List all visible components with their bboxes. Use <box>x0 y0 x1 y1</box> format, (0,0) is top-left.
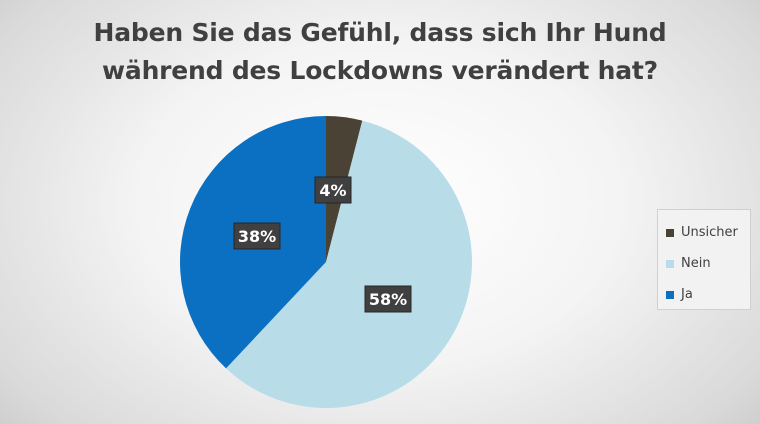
data-label-ja: 38% <box>233 222 281 250</box>
pie-data-labels: 4% 58% 38% <box>233 176 412 313</box>
data-label-box-ja <box>233 222 281 250</box>
data-label-unsicher: 4% <box>314 176 352 204</box>
pie-slice-nein <box>226 120 473 409</box>
pie-slices <box>180 116 473 409</box>
legend-entry-unsicher: Unsicher <box>658 217 750 248</box>
data-label-box-unsicher <box>314 176 352 204</box>
chart-title-line-2: während des Lockdowns verändert hat? <box>102 56 658 85</box>
data-label-box-nein <box>364 285 412 313</box>
legend: Unsicher Nein Ja <box>657 209 751 310</box>
data-label-nein: 58% <box>364 285 412 313</box>
data-label-text-nein: 58% <box>369 290 407 309</box>
legend-label-unsicher: Unsicher <box>681 225 738 240</box>
legend-swatch-nein <box>666 259 674 268</box>
legend-entry-nein: Nein <box>658 248 750 279</box>
chart-title: Haben Sie das Gefühl, dass sich Ihr Hund… <box>0 14 760 90</box>
legend-label-ja: Ja <box>681 287 693 302</box>
legend-label-nein: Nein <box>681 256 711 271</box>
data-label-text-unsicher: 4% <box>319 181 346 200</box>
legend-swatch-ja <box>666 290 674 299</box>
data-label-text-ja: 38% <box>238 227 276 246</box>
legend-entry-ja: Ja <box>658 279 750 310</box>
legend-swatch-unsicher <box>666 228 674 237</box>
chart-title-line-1: Haben Sie das Gefühl, dass sich Ihr Hund <box>93 18 667 47</box>
